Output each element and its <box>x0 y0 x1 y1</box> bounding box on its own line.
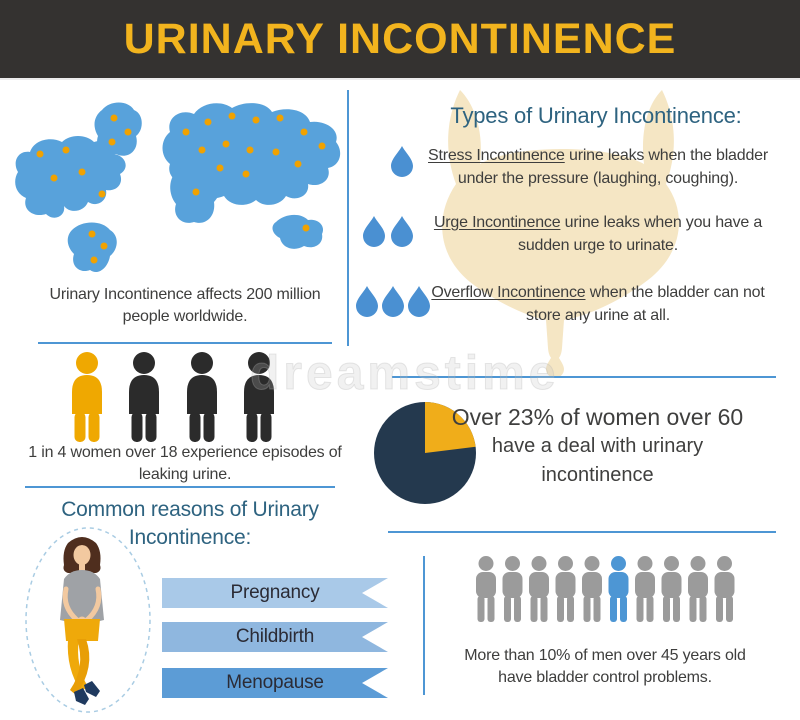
worldwide-caption: Urinary Incontinence affects 200 million… <box>49 286 321 325</box>
divider <box>388 531 776 533</box>
type-term: Urge Incontinence <box>433 214 561 231</box>
type-item-stress: Stress Incontinence urine leaks when the… <box>428 147 768 187</box>
type-term: Stress Incontinence <box>428 147 565 164</box>
ribbon-label: Childbirth <box>235 626 315 647</box>
dashed-ellipse <box>25 527 151 713</box>
men-section-divider <box>423 556 425 695</box>
man-icon <box>688 556 708 622</box>
column-divider <box>347 90 349 346</box>
continent-greenland <box>94 102 142 156</box>
woman-icon <box>187 352 217 442</box>
woman-icon <box>244 352 274 442</box>
type-item-urge: Urge Incontinence urine leaks when you h… <box>433 214 763 254</box>
man-icon <box>582 556 602 622</box>
world-map <box>15 102 341 273</box>
continent-south-america <box>67 222 117 273</box>
continent-australia <box>272 214 324 249</box>
men-pictogram-row <box>476 556 735 622</box>
type-term: Overflow Incontinence <box>431 284 586 301</box>
man-icon <box>555 556 576 622</box>
water-drop-icons-3 <box>356 286 430 317</box>
continent-north-america <box>15 136 126 218</box>
types-heading: Types of Urinary Incontinence: <box>450 103 742 128</box>
ribbon-label: Menopause <box>226 672 324 693</box>
ribbon-childbirth: Childbirth <box>162 622 388 652</box>
men-stat-caption: More than 10% of men over 45 years old h… <box>464 647 746 686</box>
pie-chart <box>374 402 476 504</box>
page-title: URINARY INCONTINENCE <box>123 14 677 63</box>
man-icon-highlighted <box>608 556 629 622</box>
women-pictogram-row <box>72 352 274 442</box>
divider <box>392 376 776 378</box>
divider <box>38 342 332 344</box>
woman-icon <box>129 352 159 442</box>
divider <box>25 486 335 488</box>
ribbon-label: Pregnancy <box>230 582 320 603</box>
header-bar: URINARY INCONTINENCE <box>0 0 800 80</box>
ribbon-menopause: Menopause <box>162 668 388 698</box>
man-icon <box>714 556 735 622</box>
map-dots <box>36 112 326 264</box>
ribbon-pregnancy: Pregnancy <box>162 578 388 608</box>
woman-illustration <box>25 527 151 713</box>
water-drop-icons-2 <box>363 216 413 247</box>
water-drop-icon <box>391 146 413 177</box>
pie-slice-23-percent <box>425 402 476 453</box>
women-stat-caption: 1 in 4 women over 18 experience episodes… <box>28 444 342 483</box>
pie-stat-caption: Over 23% of women over 60 have a deal wi… <box>451 404 744 486</box>
man-icon <box>502 556 523 622</box>
reasons-heading: Common reasons of Urinary Incontinence: <box>61 498 319 549</box>
bladder-shape <box>442 90 679 378</box>
woman-icon-highlighted <box>72 352 102 442</box>
type-item-overflow: Overflow Incontinence when the bladder c… <box>431 284 765 324</box>
man-icon <box>661 556 682 622</box>
man-icon <box>476 556 496 622</box>
man-icon <box>635 556 655 622</box>
man-icon <box>529 556 549 622</box>
